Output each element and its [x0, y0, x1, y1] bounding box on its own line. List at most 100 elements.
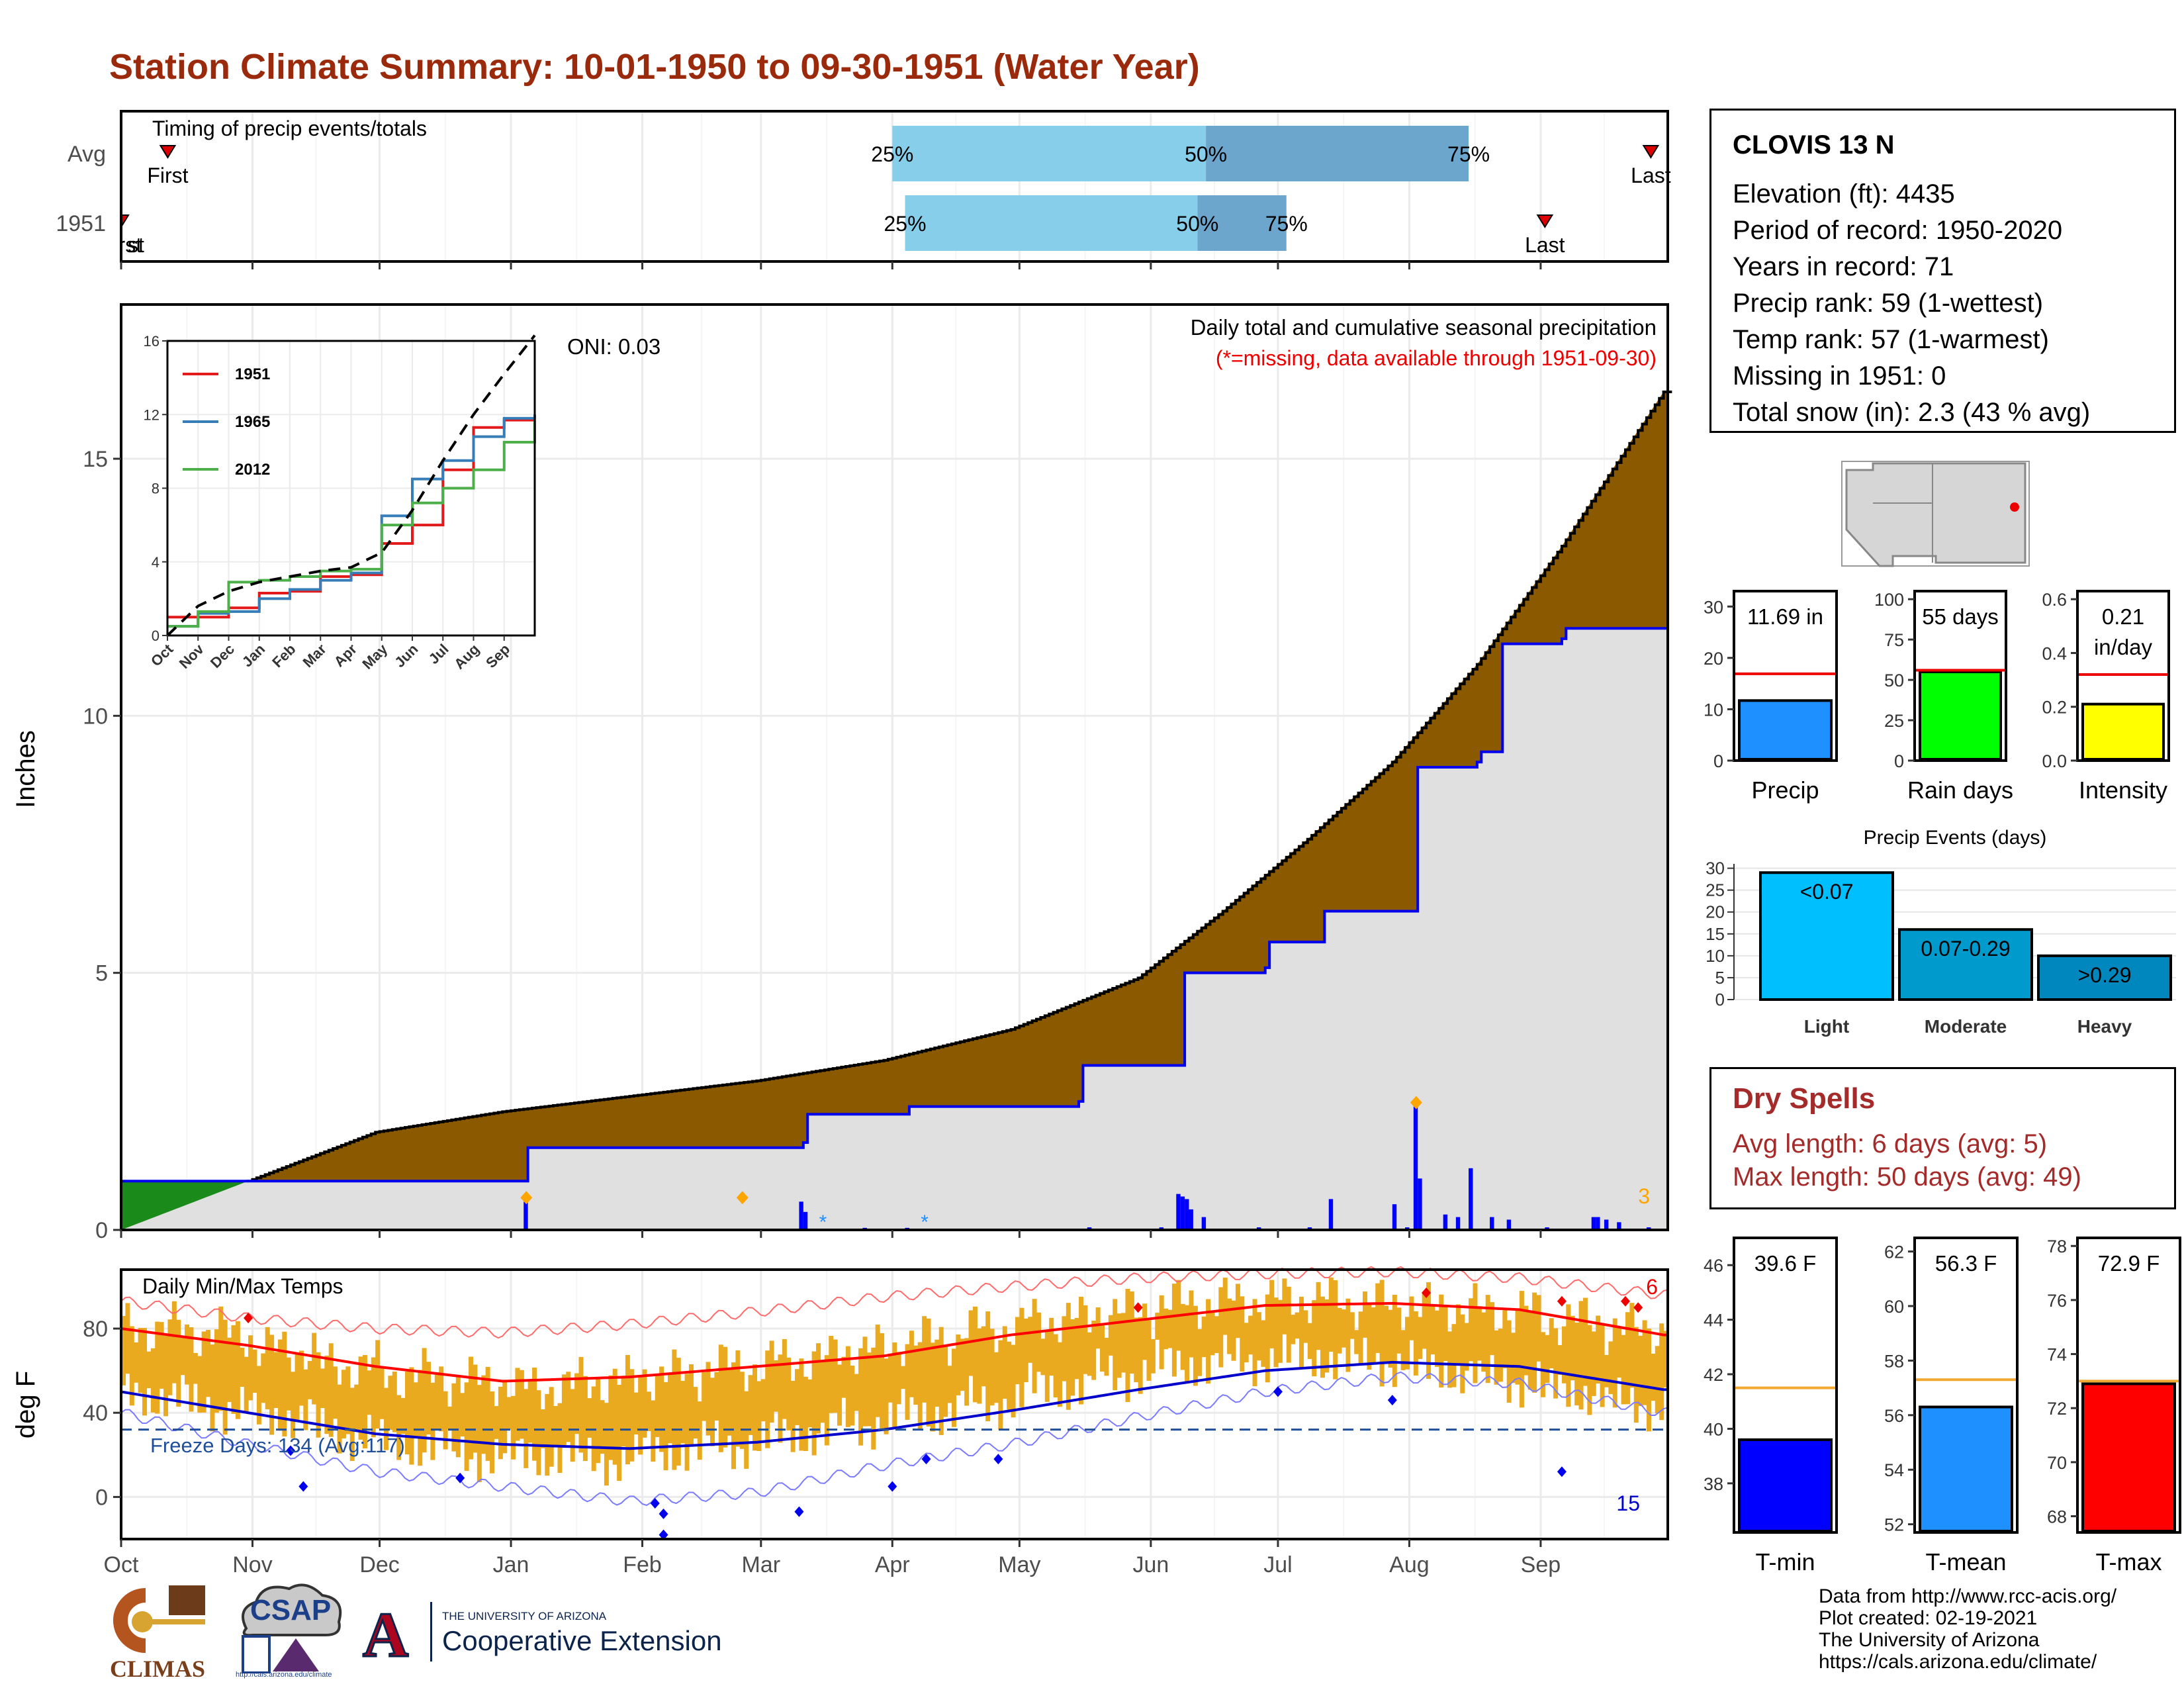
temp-daily-bar	[1388, 1309, 1393, 1368]
temp-daily-bar	[1617, 1327, 1622, 1378]
temp-record-low-marker	[455, 1472, 465, 1483]
temp-daily-bar	[1363, 1291, 1368, 1338]
temp-record-low-marker	[921, 1454, 931, 1465]
temp-daily-bar	[1604, 1354, 1609, 1387]
precip-daily-bar	[1180, 1196, 1185, 1230]
timing-percent-label: 25%	[871, 142, 913, 166]
temp-daily-bar	[159, 1322, 164, 1389]
temp-daily-bar	[795, 1369, 800, 1425]
precip_total-y-tick-label: 10	[1704, 700, 1723, 720]
temp-daily-bar	[553, 1406, 559, 1447]
temp-daily-bar	[1561, 1326, 1567, 1383]
temp-daily-bar	[1426, 1282, 1432, 1380]
precip-above-average-area	[121, 1181, 249, 1230]
logo-divider	[430, 1602, 432, 1662]
temp-record-high-marker	[1620, 1295, 1630, 1307]
temp-daily-bar	[240, 1347, 245, 1387]
temp-daily-bar	[464, 1382, 469, 1471]
temp-daily-bar	[735, 1350, 741, 1447]
temp-daily-bar	[989, 1329, 995, 1406]
precip-y-tick-label: 0	[95, 1218, 108, 1243]
timing-first-label: First	[147, 164, 188, 187]
station-total-snow: Total snow (in): 2.3 (43 % avg)	[1733, 398, 2091, 427]
temp-daily-bar	[1231, 1300, 1236, 1361]
tmax-value-label: 72.9 F	[2098, 1251, 2160, 1276]
dry-spells-title: Dry Spells	[1733, 1082, 1876, 1115]
temp-daily-bar	[977, 1328, 982, 1404]
page-title: Station Climate Summary: 10-01-1950 to 0…	[109, 47, 1200, 87]
timing-title: Timing of precip events/totals	[152, 117, 427, 140]
temp-record-low-line	[120, 1371, 1668, 1507]
timing-percent-label: 50%	[1185, 142, 1227, 166]
temp-daily-bar	[917, 1342, 923, 1430]
temp-y-tick-label: 0	[95, 1485, 108, 1510]
temp-daily-bar	[519, 1370, 524, 1439]
temp-daily-bar	[739, 1372, 745, 1449]
tmin-y-tick-label: 40	[1704, 1419, 1723, 1439]
temp-daily-bar	[549, 1387, 554, 1467]
temp-daily-bar	[193, 1352, 198, 1384]
tmean-y-tick-label: 62	[1884, 1243, 1904, 1262]
temp-daily-bar	[303, 1369, 308, 1430]
station-period: Period of record: 1950-2020	[1733, 216, 2063, 245]
precip-daily-bar	[1591, 1217, 1596, 1230]
temp-record-high-marker	[1557, 1295, 1567, 1307]
temp-daily-bar	[1494, 1330, 1499, 1385]
temp-daily-bar	[362, 1354, 367, 1449]
temp-daily-bar	[1354, 1330, 1359, 1354]
temp-daily-bar	[913, 1345, 919, 1405]
intensity-value-label-2: in/day	[2094, 635, 2153, 659]
temp-daily-bar	[765, 1350, 770, 1448]
temp-daily-bar	[811, 1351, 817, 1456]
inset-y-tick-label: 16	[144, 333, 159, 350]
temp-daily-bar	[328, 1343, 334, 1437]
credits-block: Data from http://www.rcc-acis.org/ Plot …	[1819, 1585, 2116, 1673]
precip-events-bar	[1759, 871, 1894, 1002]
temp-daily-bar	[1095, 1307, 1101, 1349]
temp-daily-bar	[964, 1338, 970, 1406]
precip-events-y-tick-label: 10	[1706, 946, 1725, 966]
temp-daily-bar	[1358, 1311, 1363, 1364]
temp-record-high-count: 6	[1646, 1275, 1658, 1299]
temp-title: Daily Min/Max Temps	[142, 1274, 343, 1298]
precip-daily-bar	[1455, 1217, 1461, 1230]
temp-record-low-marker	[1557, 1466, 1567, 1477]
temp-daily-bar	[833, 1339, 838, 1413]
temp-daily-bar	[905, 1344, 910, 1420]
temp-daily-bar	[1167, 1309, 1173, 1348]
temp-daily-bar	[1540, 1332, 1545, 1397]
precip-daily-bar	[523, 1201, 528, 1230]
state-map-outline	[1845, 462, 2026, 567]
temp-daily-bar	[532, 1367, 537, 1461]
temp-daily-bar	[1625, 1312, 1630, 1405]
intensity-title: Intensity	[2079, 776, 2167, 804]
temp-daily-bar	[1218, 1287, 1224, 1368]
station-precip-rank: Precip rank: 59 (1-wettest)	[1733, 289, 2044, 318]
precip-corner-count: 3	[1638, 1184, 1650, 1208]
temp-daily-bar	[1515, 1310, 1520, 1385]
temp-daily-bar	[799, 1358, 804, 1451]
temp-daily-bar	[633, 1392, 639, 1435]
temp-daily-bar	[1291, 1315, 1296, 1344]
temp-daily-bar	[596, 1379, 601, 1464]
temp-daily-bar	[951, 1348, 956, 1427]
temp-daily-bar	[295, 1353, 300, 1421]
state-map-station-dot	[2010, 502, 2019, 512]
temp-daily-bar	[600, 1400, 605, 1454]
temp-daily-bar	[324, 1355, 330, 1434]
temp-daily-bar	[1129, 1291, 1134, 1374]
temp-daily-bar	[1044, 1331, 1050, 1402]
temp-daily-bar	[1434, 1310, 1439, 1367]
temp-daily-bar	[880, 1333, 885, 1430]
tmean-title: T-mean	[1925, 1548, 2006, 1575]
temp-daily-bar	[646, 1391, 651, 1432]
temp-daily-bar	[1439, 1294, 1444, 1388]
temp-record-low-marker	[1273, 1386, 1283, 1397]
temp-record-low-marker	[659, 1508, 668, 1519]
temp-daily-bar	[1298, 1296, 1304, 1368]
rain_days-value-label: 55 days	[1922, 604, 1999, 629]
climas-wordmark: CLIMAS	[110, 1656, 206, 1682]
temp-daily-bar	[655, 1376, 660, 1437]
temp-daily-bar	[316, 1352, 321, 1438]
temp-avg-min-line	[120, 1360, 1668, 1450]
